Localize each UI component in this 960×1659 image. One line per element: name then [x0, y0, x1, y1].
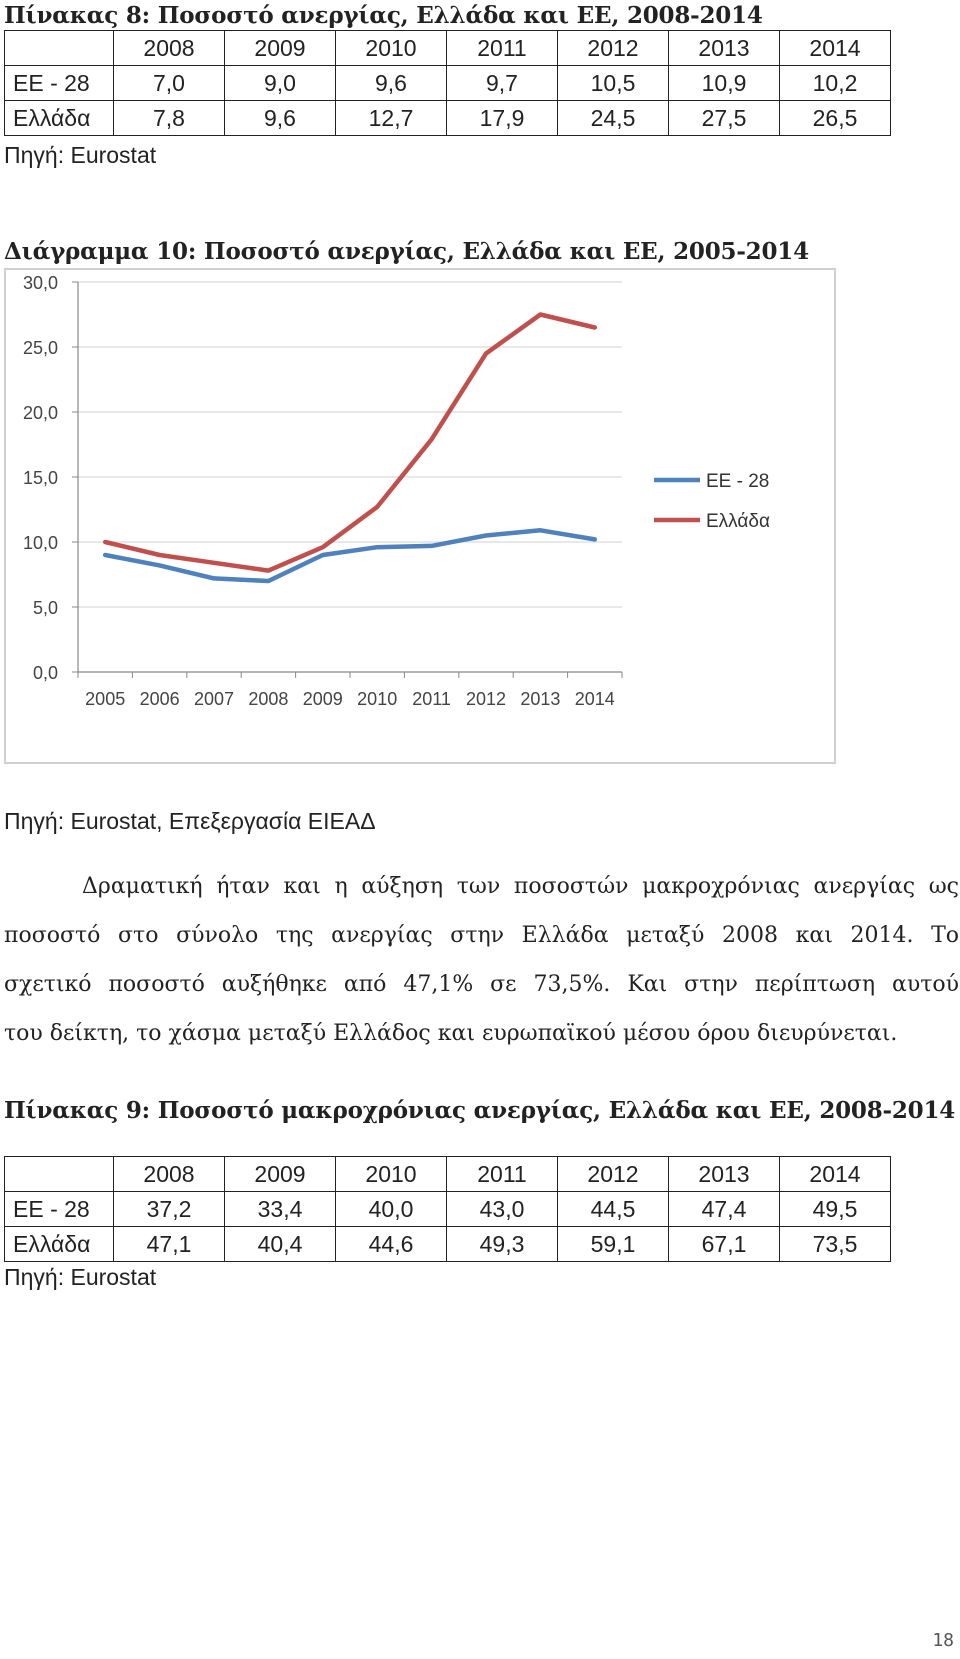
chart-source: Πηγή: Eurostat, Επεξεργασία ΕΙΕΑΔ — [4, 808, 376, 834]
y-tick-label: 20,0 — [23, 403, 58, 423]
table-row: ΕΕ - 28 37,2 33,4 40,0 43,0 44,5 47,4 49… — [4, 1191, 891, 1227]
table8-corner-cell — [4, 30, 114, 66]
y-tick-label: 25,0 — [23, 338, 58, 358]
table8-cell: 9,6 — [335, 65, 447, 101]
series-line-eu28 — [102, 528, 598, 584]
y-tick-label: 0,0 — [33, 663, 58, 683]
table8: 2008 2009 2010 2011 2012 2013 2014 ΕΕ - … — [4, 30, 891, 136]
table9-year: 2011 — [446, 1156, 558, 1192]
x-tick-label: 2006 — [140, 689, 180, 709]
table8-cell: 10,5 — [557, 65, 669, 101]
series-line-greece — [102, 312, 598, 573]
table9-cell: 44,6 — [335, 1226, 447, 1262]
table9-cell: 73,5 — [779, 1226, 891, 1262]
chart-title: Διάγραμμα 10: Ποσοστό ανεργίας, Ελλάδα κ… — [4, 238, 809, 265]
table8-year: 2008 — [113, 30, 225, 66]
table8-year: 2012 — [557, 30, 669, 66]
table8-year: 2011 — [446, 30, 558, 66]
x-tick-label: 2008 — [248, 689, 288, 709]
table8-cell: 9,7 — [446, 65, 558, 101]
table9-cell: 49,5 — [779, 1191, 891, 1227]
table8-cell: 9,6 — [224, 100, 336, 136]
table9-cell: 49,3 — [446, 1226, 558, 1262]
table9-header-row: 2008 2009 2010 2011 2012 2013 2014 — [4, 1156, 891, 1192]
table9: 2008 2009 2010 2011 2012 2013 2014 ΕΕ - … — [4, 1156, 891, 1262]
paragraph-line: ποσοστό στο σύνολο της ανεργίας στην Ελλ… — [4, 923, 959, 948]
paragraph-line: του δείκτη, το χάσμα μεταξύ Ελλάδος και … — [4, 1021, 898, 1046]
table9-cell: 40,0 — [335, 1191, 447, 1227]
y-tick-label: 15,0 — [23, 468, 58, 488]
table9-corner-cell — [4, 1156, 114, 1192]
table9-cell: 67,1 — [668, 1226, 780, 1262]
table9-cell: 47,4 — [668, 1191, 780, 1227]
table8-year: 2010 — [335, 30, 447, 66]
table9-year: 2008 — [113, 1156, 225, 1192]
table8-year: 2009 — [224, 30, 336, 66]
table9-year: 2013 — [668, 1156, 780, 1192]
legend-label: Ελλάδα — [706, 511, 770, 532]
body-paragraph: Δραματική ήταν και η αύξηση των ποσοστών… — [4, 862, 959, 1058]
table8-cell: 12,7 — [335, 100, 447, 136]
table8-row-label: Ελλάδα — [4, 100, 114, 136]
table8-year: 2013 — [668, 30, 780, 66]
table-row: Ελλάδα 47,1 40,4 44,6 49,3 59,1 67,1 73,… — [4, 1226, 891, 1262]
x-tick-label: 2007 — [194, 689, 234, 709]
table9-cell: 43,0 — [446, 1191, 558, 1227]
table8-cell: 7,0 — [113, 65, 225, 101]
y-tick-label: 30,0 — [23, 273, 58, 293]
table9-year: 2012 — [557, 1156, 669, 1192]
table8-cell: 10,2 — [779, 65, 891, 101]
table9-source: Πηγή: Eurostat — [4, 1264, 157, 1290]
x-tick-label: 2005 — [85, 689, 125, 709]
x-tick-label: 2013 — [520, 689, 560, 709]
table8-cell: 27,5 — [668, 100, 780, 136]
table8-cell: 24,5 — [557, 100, 669, 136]
table9-row-label: Ελλάδα — [4, 1226, 114, 1262]
table9-cell: 44,5 — [557, 1191, 669, 1227]
table9-cell: 33,4 — [224, 1191, 336, 1227]
table9-cell: 59,1 — [557, 1226, 669, 1262]
table8-header-row: 2008 2009 2010 2011 2012 2013 2014 — [4, 30, 891, 66]
table8-cell: 26,5 — [779, 100, 891, 136]
table8-cell: 9,0 — [224, 65, 336, 101]
x-tick-label: 2009 — [303, 689, 343, 709]
chart-frame: 0,0 5,0 10,0 15,0 20,0 25,0 30,0 2005 2006 2007 20… — [4, 268, 836, 764]
table8-cell: 10,9 — [668, 65, 780, 101]
table-row: Ελλάδα 7,8 9,6 12,7 17,9 24,5 27,5 26,5 — [4, 100, 891, 136]
table8-year: 2014 — [779, 30, 891, 66]
x-tick-label: 2012 — [466, 689, 506, 709]
y-tick-label: 10,0 — [23, 533, 58, 553]
x-tick-label: 2011 — [412, 689, 451, 709]
table9-row-label: ΕΕ - 28 — [4, 1191, 114, 1227]
table8-cell: 17,9 — [446, 100, 558, 136]
table8-cell: 7,8 — [113, 100, 225, 136]
table9-cell: 37,2 — [113, 1191, 225, 1227]
paragraph-line: σχετικό ποσοστό αυξήθηκε από 47,1% σε 73… — [4, 972, 959, 997]
y-tick-label: 5,0 — [33, 598, 58, 618]
table8-caption: Πίνακας 8: Ποσοστό ανεργίας, Ελλάδα και … — [4, 2, 763, 29]
x-tick-label: 2014 — [575, 689, 615, 709]
page-number: 18 — [932, 1630, 954, 1651]
paragraph-line: Δραματική ήταν και η αύξηση των ποσοστών… — [82, 874, 959, 899]
table9-year: 2014 — [779, 1156, 891, 1192]
line-chart: 0,0 5,0 10,0 15,0 20,0 25,0 30,0 2005 2006 2007 20… — [23, 273, 770, 709]
table9-year: 2009 — [224, 1156, 336, 1192]
table8-row-label: ΕΕ - 28 — [4, 65, 114, 101]
table-row: ΕΕ - 28 7,0 9,0 9,6 9,7 10,5 10,9 10,2 — [4, 65, 891, 101]
table9-cell: 47,1 — [113, 1226, 225, 1262]
table9-year: 2010 — [335, 1156, 447, 1192]
table9-caption: Πίνακας 9: Ποσοστό μακροχρόνιας ανεργίας… — [4, 1097, 956, 1124]
x-tick-label: 2010 — [357, 689, 397, 709]
legend-label: ΕΕ - 28 — [706, 471, 769, 492]
table9-cell: 40,4 — [224, 1226, 336, 1262]
table8-source: Πηγή: Eurostat — [4, 142, 157, 168]
